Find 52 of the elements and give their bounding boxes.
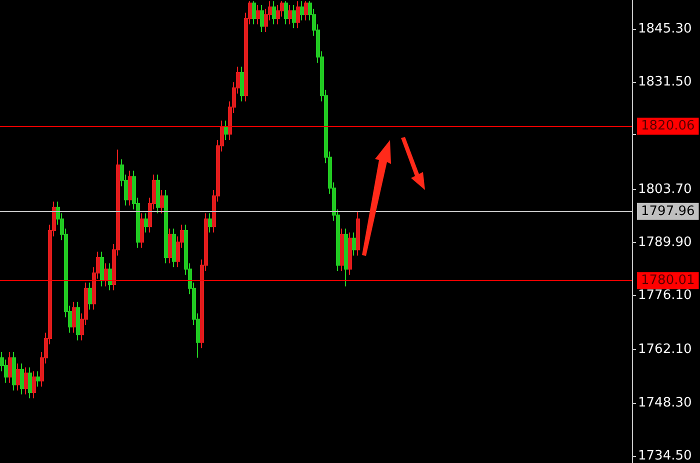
y-tick-label: 1776.10 — [638, 288, 692, 304]
candlestick — [292, 4, 296, 29]
ref-line-label: 1820.06 — [641, 118, 695, 134]
candlestick — [224, 120, 228, 140]
candlestick — [8, 351, 12, 384]
candlestick — [140, 212, 144, 248]
candlestick — [344, 228, 348, 287]
candlestick — [304, 0, 308, 21]
candlestick — [284, 0, 288, 25]
candlestick — [12, 351, 16, 392]
candlestick — [28, 366, 32, 399]
y-tick-label: 1845.30 — [638, 21, 692, 36]
candlestick — [352, 232, 356, 256]
candlestick — [160, 190, 164, 214]
candlestick — [300, 0, 304, 21]
candlestick — [156, 174, 160, 214]
candlestick — [340, 228, 344, 272]
candlestick — [88, 282, 92, 310]
y-tick-label: 1762.10 — [638, 342, 692, 358]
y-tick-label: 1748.30 — [638, 395, 692, 410]
candlestick — [240, 66, 244, 102]
y-tick-label: 1789.90 — [638, 234, 692, 250]
candlestick — [288, 4, 292, 25]
candlestick — [20, 363, 24, 395]
candlestick — [272, 0, 276, 25]
candlestick — [16, 363, 20, 392]
candlestick — [256, 4, 260, 25]
candlestick — [168, 228, 172, 264]
candlestick — [260, 4, 264, 32]
candlestick — [104, 262, 108, 287]
candlestick — [276, 4, 280, 25]
ref-line-label: 1780.01 — [641, 273, 695, 288]
candlestick — [296, 0, 300, 29]
y-tick-label: 1734.50 — [638, 448, 692, 463]
y-tick-label: 1831.50 — [638, 74, 692, 90]
candlestick — [356, 210, 360, 256]
ref-line-label: 1797.96 — [641, 204, 695, 219]
candlestick — [108, 262, 112, 291]
candlestick — [32, 370, 36, 399]
candlestick — [144, 212, 148, 233]
y-tick-label: 1803.70 — [638, 182, 692, 197]
candlestick — [100, 251, 104, 287]
candlestick — [164, 190, 168, 264]
candlestick — [252, 0, 256, 25]
candlestick — [76, 301, 80, 341]
candlestick — [36, 370, 40, 388]
candlestick — [172, 228, 176, 268]
candlestick — [24, 366, 28, 395]
candlestick — [128, 170, 132, 206]
candlestick — [208, 212, 212, 233]
candlestick — [348, 232, 352, 276]
candlestick — [72, 301, 76, 334]
